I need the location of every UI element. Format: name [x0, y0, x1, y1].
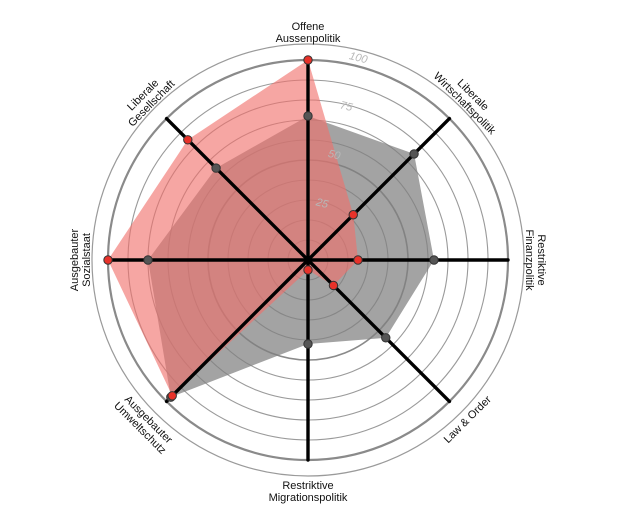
grid-ring-outer — [91, 43, 525, 477]
axis-label: Aussenpolitik — [276, 33, 341, 45]
data-point-s2-a5 — [303, 265, 313, 275]
tick-label: 25 — [314, 196, 331, 211]
axis-lines — [106, 58, 510, 462]
axis-label: Restriktive — [282, 480, 333, 492]
axis-label: Restriktive — [535, 234, 547, 285]
data-point-s1-a4 — [381, 333, 391, 343]
data-point-s2-a6 — [167, 391, 177, 401]
axis-spoke — [164, 258, 310, 404]
tick-labels: 25 50 75 100 — [314, 50, 370, 211]
axis-label: Finanzpolitik — [523, 229, 535, 291]
data-point-s2-a4 — [328, 280, 339, 291]
series-area-2 — [108, 60, 358, 396]
axis-label: Offene — [292, 21, 325, 33]
tick-label: 75 — [339, 99, 355, 114]
axis-label: Sozialstaat — [81, 233, 93, 287]
data-point-s1-a2 — [409, 149, 419, 159]
tick-label: 50 — [327, 148, 343, 163]
axis-spoke — [306, 116, 452, 262]
data-point-s1-a7 — [143, 255, 153, 265]
data-points — [103, 55, 439, 402]
data-point-s2-a1 — [303, 55, 313, 65]
data-point-s1-a1 — [303, 111, 313, 121]
data-point-s2-a8 — [183, 135, 193, 145]
data-point-s2-a7 — [103, 255, 113, 265]
data-point-s1-a8 — [211, 163, 221, 173]
data-point-s2-a3 — [353, 255, 363, 265]
data-point-s2-a2 — [348, 210, 358, 220]
axis-label-group: Ausgebauter Sozialstaat — [69, 228, 93, 291]
axis-label: Migrationspolitik — [269, 492, 348, 504]
data-point-s1-a5 — [303, 339, 313, 349]
series-layer — [108, 60, 434, 398]
tick-label: 100 — [348, 50, 370, 66]
data-point-s1-a3 — [429, 255, 439, 265]
axis-label: Ausgebauter — [69, 228, 81, 291]
